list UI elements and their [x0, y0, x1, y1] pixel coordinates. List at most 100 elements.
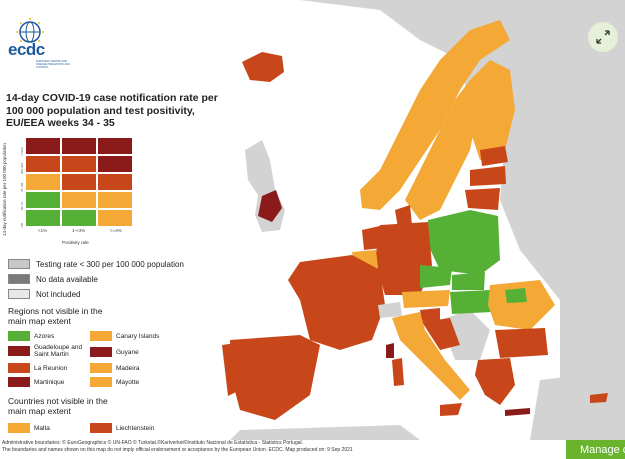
map-title: 14-day COVID-19 case notification rate p…	[6, 92, 218, 129]
poland	[428, 210, 500, 275]
logo-subtitle: EUROPEAN CENTRE FOR DISEASE PREVENTION A…	[36, 60, 70, 69]
countries-header: Countries not visible in the main map ex…	[8, 396, 108, 416]
legend-swatch	[8, 377, 30, 387]
country-item: Malta	[8, 423, 50, 433]
region-label: Martinique	[34, 378, 65, 386]
region-label: Guyane	[116, 348, 139, 356]
legend-swatch	[8, 346, 30, 356]
logo-text: ecdc	[8, 40, 45, 59]
legend-swatch	[90, 347, 112, 357]
expand-icon	[596, 30, 610, 44]
italy	[392, 312, 470, 400]
matrix-cell	[26, 156, 60, 172]
matrix-cell	[62, 156, 96, 172]
region-item: Guyane	[90, 347, 139, 357]
iceland	[242, 52, 284, 82]
lithuania	[465, 188, 500, 210]
switzerland	[378, 302, 402, 318]
map-footer: Administrative boundaries: © EuroGeograp…	[2, 440, 562, 453]
legend-not-included: Not included	[8, 289, 80, 299]
legend-testing-rate: Testing rate < 300 per 100 000 populatio…	[8, 259, 184, 269]
legend-swatch	[90, 331, 112, 341]
sardinia	[392, 358, 404, 386]
corsica	[386, 343, 394, 358]
france	[288, 255, 385, 350]
balkans-non-eu	[440, 310, 490, 360]
europe-map[interactable]	[0, 0, 625, 440]
sweden	[405, 80, 478, 220]
germany	[375, 222, 432, 295]
region-label: Canary Islands	[116, 332, 160, 340]
crete	[505, 408, 530, 416]
matrix-cell	[26, 138, 60, 154]
bulgaria	[495, 328, 548, 358]
matrix-cell	[62, 138, 96, 154]
matrix-y-tick: 200-499	[20, 162, 24, 174]
norway	[360, 20, 510, 210]
matrix-y-tick: >=500	[20, 147, 24, 156]
matrix-y-tick: 50-74	[20, 202, 24, 210]
turkey	[530, 370, 625, 440]
legend-swatch	[90, 423, 112, 433]
finland	[470, 60, 515, 160]
estonia	[480, 146, 508, 166]
matrix-cell	[62, 174, 96, 190]
matrix-x-tick: <1%	[38, 228, 48, 233]
croatia	[422, 318, 460, 350]
manage-cookies-button[interactable]: Manage c	[566, 440, 625, 459]
country-item: Liechtenstein	[90, 423, 154, 433]
globe-icon	[16, 18, 44, 43]
footer-line: The boundaries and names shown on this m…	[2, 446, 353, 453]
matrix-cell	[98, 174, 132, 190]
matrix-cell	[98, 210, 132, 226]
legend-swatch	[8, 331, 30, 341]
matrix-cell	[98, 138, 132, 154]
legend-swatch	[90, 377, 112, 387]
matrix-y-tick: 75-199	[20, 182, 24, 192]
country-label: Liechtenstein	[116, 424, 155, 432]
hungary	[450, 290, 492, 314]
spain	[230, 335, 320, 420]
matrix-cell	[98, 156, 132, 172]
legend-label: Not included	[36, 289, 81, 299]
matrix-y-tick: <50	[20, 222, 24, 228]
latvia	[470, 166, 506, 186]
matrix-cell	[62, 210, 96, 226]
region-label: Madeira	[116, 364, 140, 372]
region-label: Mayotte	[116, 378, 140, 386]
matrix-cell	[62, 192, 96, 208]
legend-swatch	[8, 289, 30, 299]
matrix-x-label: Positivity rate	[62, 240, 89, 245]
matrix-cell	[26, 192, 60, 208]
matrix-cell	[98, 192, 132, 208]
region-item: Martinique	[8, 377, 64, 387]
portugal	[222, 343, 240, 396]
ecdc-logo	[8, 14, 70, 74]
regions-header: Regions not visible in the main map exte…	[8, 306, 103, 326]
sicily	[440, 403, 462, 416]
slovenia	[420, 308, 440, 322]
non-eu-land	[300, 0, 625, 440]
legend-label: Testing rate < 300 per 100 000 populatio…	[36, 259, 184, 269]
romania	[488, 280, 555, 330]
footer-line: Administrative boundaries: © EuroGeograp…	[2, 440, 304, 446]
legend-swatch	[8, 423, 30, 433]
matrix-x-tick: >=4%	[110, 228, 122, 233]
region-label: Azores	[34, 332, 55, 340]
slovakia	[452, 272, 485, 290]
legend-swatch	[8, 259, 30, 269]
matrix-y-label: 14-day notification rate per 100 000 pop…	[2, 143, 7, 236]
expand-button[interactable]	[588, 22, 618, 52]
legend-no-data: No data available	[8, 274, 98, 284]
austria	[402, 290, 450, 308]
region-item: Madeira	[90, 363, 139, 373]
czechia	[420, 265, 452, 288]
legend-swatch	[90, 363, 112, 373]
cyprus	[590, 393, 608, 403]
matrix-cell	[26, 210, 60, 226]
legend-label: No data available	[36, 274, 98, 284]
region-item: Azores	[8, 331, 54, 341]
legend-swatch	[8, 274, 30, 284]
region-item: La Reunion	[8, 363, 67, 373]
